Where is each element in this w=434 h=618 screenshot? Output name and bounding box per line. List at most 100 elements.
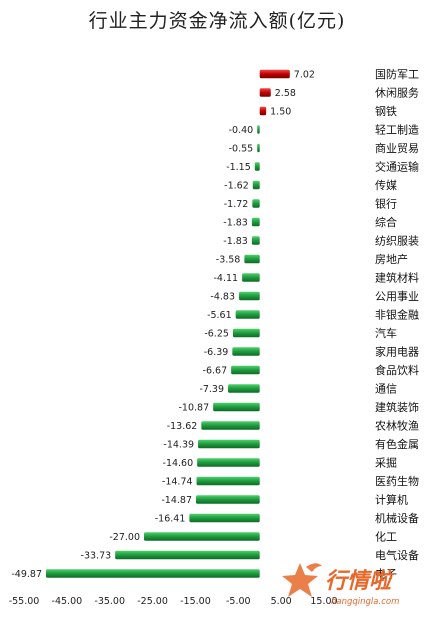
category-label-非银金融: 非银金融	[375, 308, 419, 322]
category-label-国防军工: 国防军工	[375, 67, 419, 81]
value-label-化工: -27.00	[109, 532, 140, 543]
value-label-传媒: -1.62	[224, 181, 249, 192]
category-label-银行: 银行	[375, 197, 397, 211]
x-tick-label: -5.00	[226, 596, 251, 607]
value-label-采掘: -14.60	[163, 458, 194, 469]
category-label-休闲服务: 休闲服务	[375, 86, 419, 100]
category-label-汽车: 汽车	[375, 326, 397, 340]
category-label-建筑装饰: 建筑装饰	[375, 400, 419, 414]
category-label-传媒: 传媒	[375, 179, 397, 192]
bar-国防军工	[259, 69, 290, 79]
value-label-商业贸易: -0.55	[229, 144, 254, 155]
bar-通信	[228, 384, 260, 393]
watermark-text: 行情啦	[325, 568, 394, 594]
value-label-钢铁: 1.50	[270, 107, 291, 118]
category-label-农林牧渔: 农林牧渔	[375, 419, 419, 433]
bar-采掘	[197, 458, 260, 467]
value-label-国防军工: 7.02	[294, 70, 315, 81]
value-label-轻工制造: -0.40	[229, 125, 254, 136]
bar-建筑材料	[242, 273, 260, 282]
bar-传媒	[252, 180, 260, 190]
category-label-计算机: 计算机	[375, 493, 408, 507]
value-label-家用电器: -6.39	[204, 347, 229, 358]
category-label-房地产: 房地产	[375, 252, 408, 266]
x-tick-label: -15.00	[180, 596, 211, 607]
bar-化工	[144, 532, 260, 541]
category-label-机械设备: 机械设备	[375, 511, 419, 525]
x-tick-label: 5.00	[271, 596, 292, 607]
bar-汽车	[232, 328, 260, 338]
x-tick-label: -55.00	[9, 596, 40, 607]
category-label-通信: 通信	[375, 383, 397, 396]
value-label-食品饮料: -6.67	[203, 366, 228, 377]
category-label-家用电器: 家用电器	[375, 345, 419, 359]
category-label-钢铁: 钢铁	[375, 105, 397, 118]
value-label-建筑材料: -4.11	[214, 273, 239, 284]
category-label-公用事业: 公用事业	[375, 290, 419, 303]
bar-电子	[45, 569, 260, 578]
bar-食品饮料	[231, 365, 260, 375]
value-label-综合: -1.83	[223, 218, 248, 229]
value-label-有色金属: -14.39	[163, 440, 194, 451]
value-label-建筑装饰: -10.87	[179, 403, 210, 414]
category-label-纺织服装: 纺织服装	[375, 234, 419, 248]
value-label-机械设备: -16.41	[155, 514, 186, 525]
x-tick-label: -45.00	[52, 596, 83, 607]
category-label-综合: 综合	[375, 215, 397, 229]
category-label-采掘: 采掘	[375, 456, 397, 470]
watermark: 行情啦 hangqingla.com	[282, 563, 399, 607]
bar-交通运输	[254, 162, 260, 171]
bar-综合	[251, 217, 260, 227]
value-label-非银金融: -5.61	[207, 310, 232, 321]
value-label-农林牧渔: -13.62	[167, 421, 198, 432]
value-label-交通运输: -1.15	[226, 162, 251, 173]
category-label-电气设备: 电气设备	[375, 548, 419, 562]
value-label-电气设备: -33.73	[81, 551, 112, 562]
category-label-食品饮料: 食品饮料	[375, 363, 419, 377]
bar-计算机	[195, 495, 260, 504]
value-label-汽车: -6.25	[204, 329, 229, 340]
x-tick-label: -25.00	[137, 596, 168, 607]
category-label-建筑材料: 建筑材料	[375, 271, 419, 285]
bar-钢铁	[259, 106, 267, 116]
watermark-url: hangqingla.com	[331, 597, 399, 607]
category-label-化工: 化工	[375, 530, 397, 544]
x-tick-label: 15.00	[310, 596, 337, 607]
bar-轻工制造	[257, 125, 260, 134]
bar-电气设备	[115, 550, 260, 560]
bar-房地产	[244, 254, 260, 264]
value-label-公用事业: -4.83	[210, 292, 235, 303]
category-label-交通运输: 交通运输	[375, 160, 419, 174]
value-label-房地产: -3.58	[216, 255, 241, 266]
x-axis-ticks: -55.00 -45.00 -35.00 -25.00 -15.00 -5.00 5.00 1…	[9, 596, 338, 607]
bar-建筑装饰	[213, 402, 260, 412]
category-label-电子: 电子	[375, 568, 397, 581]
category-label-商业贸易: 商业贸易	[375, 141, 419, 155]
bar-银行	[252, 199, 260, 208]
x-tick-label: -35.00	[94, 596, 125, 607]
value-label-纺织服装: -1.83	[223, 236, 248, 247]
bar-医药生物	[196, 476, 260, 486]
category-label-轻工制造: 轻工制造	[375, 123, 419, 137]
bar-农林牧渔	[201, 421, 260, 430]
bar-有色金属	[198, 439, 260, 449]
bar-公用事业	[239, 291, 260, 301]
value-label-计算机: -14.87	[161, 495, 192, 506]
category-label-有色金属: 有色金属	[375, 437, 419, 451]
bar-纺织服装	[251, 236, 260, 245]
bar-休闲服务	[259, 88, 271, 97]
bar-机械设备	[189, 513, 260, 523]
bar-商业贸易	[257, 143, 260, 153]
category-label-医药生物: 医药生物	[375, 474, 419, 488]
value-label-银行: -1.72	[224, 199, 249, 210]
star-flame-icon	[282, 563, 322, 597]
bars-group: 7.02 国防军工 2.58 休闲服务 1.50 钢铁 -0.40 轻工制造 -0.55 商业贸易…	[11, 67, 419, 581]
chart-title: 行业主力资金净流入额(亿元)	[89, 10, 346, 32]
value-label-休闲服务: 2.58	[275, 88, 296, 99]
value-label-医药生物: -14.74	[162, 477, 193, 488]
bar-家用电器	[232, 347, 260, 356]
value-label-电子: -49.87	[11, 569, 42, 580]
value-label-通信: -7.39	[199, 384, 224, 395]
bar-非银金融	[235, 310, 260, 319]
